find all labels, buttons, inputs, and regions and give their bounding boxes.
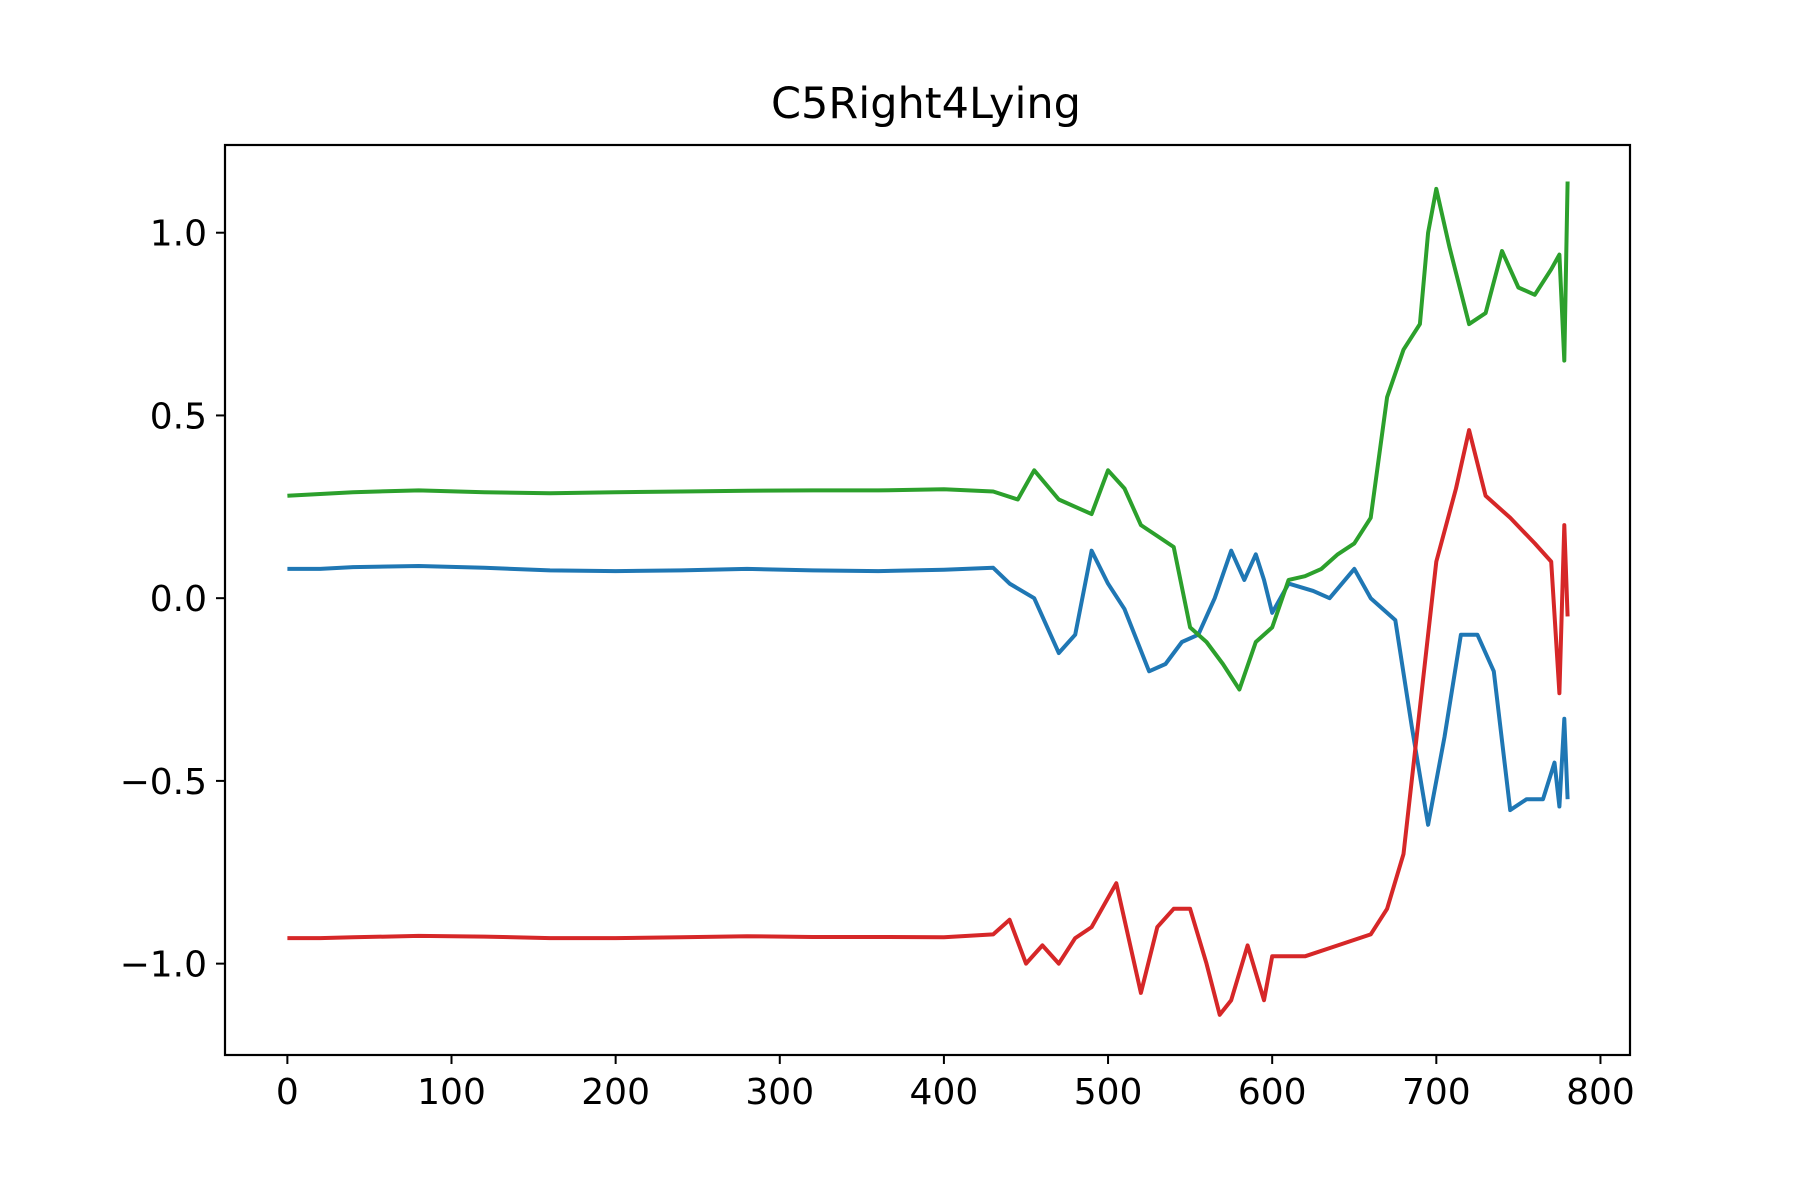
y-tick-label: 0.0: [150, 579, 207, 620]
y-tick-label: 0.5: [150, 396, 207, 437]
x-tick-label: 200: [581, 1072, 650, 1113]
y-tick-label: −0.5: [120, 762, 207, 803]
x-tick-label: 600: [1238, 1072, 1307, 1113]
axes-frame: [223, 143, 1632, 1057]
x-axis: 0 100 200 300 400 500 600 700 800: [276, 1055, 1635, 1113]
chart-title: C5Right4Lying: [771, 79, 1081, 129]
series-line-1: [287, 548, 1570, 827]
plot-area: [287, 181, 1570, 1017]
y-axis: 1.0 0.5 0.0 −0.5 −1.0: [120, 214, 225, 986]
y-tick-label: −1.0: [120, 945, 207, 986]
x-tick-label: 0: [276, 1072, 299, 1113]
x-tick-label: 400: [910, 1072, 979, 1113]
x-tick-label: 300: [745, 1072, 814, 1113]
series-line-2: [287, 181, 1570, 692]
x-tick-label: 800: [1566, 1072, 1635, 1113]
x-tick-label: 700: [1402, 1072, 1471, 1113]
y-tick-label: 1.0: [150, 214, 207, 255]
x-tick-label: 500: [1074, 1072, 1143, 1113]
series-line-3: [287, 428, 1570, 1017]
x-tick-label: 100: [417, 1072, 486, 1113]
